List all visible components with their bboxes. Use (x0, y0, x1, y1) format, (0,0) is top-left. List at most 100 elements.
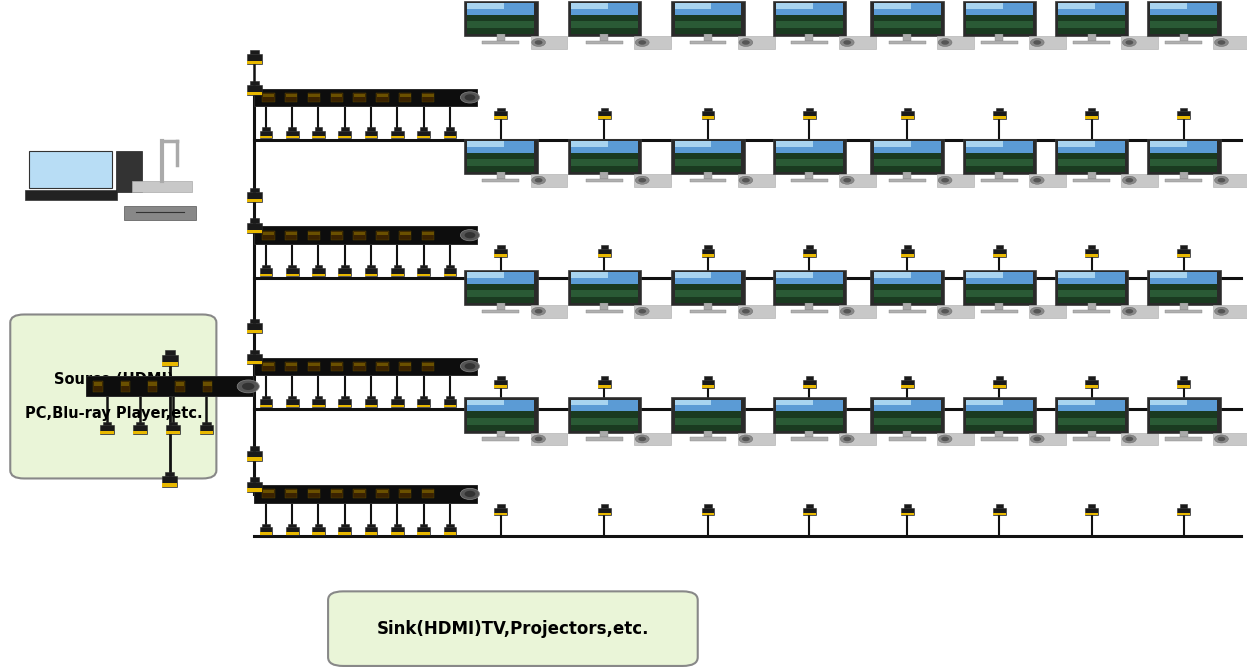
Bar (392, 405, 404, 407)
Bar (1165, 41, 1202, 44)
Bar (675, 417, 742, 425)
Bar (776, 141, 813, 146)
Circle shape (742, 40, 749, 45)
Bar (530, 174, 567, 187)
Bar (498, 376, 505, 380)
Circle shape (531, 307, 545, 315)
Circle shape (1215, 435, 1228, 443)
Bar (368, 265, 375, 268)
Bar (1180, 376, 1187, 380)
Bar (1150, 411, 1217, 431)
Bar (806, 34, 813, 41)
Bar (247, 330, 262, 333)
Bar (567, 1, 641, 36)
Bar (353, 230, 365, 240)
Bar (121, 382, 130, 386)
Bar (286, 405, 298, 407)
Bar (803, 513, 816, 515)
Bar (690, 179, 727, 182)
Bar (392, 136, 404, 138)
Bar (421, 230, 434, 240)
Bar (468, 290, 534, 297)
Bar (1087, 504, 1095, 507)
Bar (420, 396, 428, 399)
Bar (702, 507, 715, 515)
Bar (601, 34, 609, 41)
FancyBboxPatch shape (328, 591, 698, 666)
Bar (262, 396, 269, 399)
Bar (444, 399, 456, 407)
Bar (1029, 174, 1066, 187)
Circle shape (465, 363, 475, 370)
Circle shape (531, 38, 545, 46)
Bar (1147, 269, 1221, 305)
Circle shape (1126, 309, 1134, 314)
Bar (1085, 507, 1097, 515)
Bar (203, 381, 212, 392)
Bar (966, 417, 1033, 425)
Bar (133, 431, 147, 434)
Bar (1150, 417, 1217, 425)
Circle shape (465, 94, 475, 101)
Bar (200, 431, 213, 434)
Bar (464, 398, 537, 433)
Bar (312, 130, 324, 138)
Bar (702, 380, 715, 388)
Bar (332, 363, 343, 366)
Bar (635, 174, 671, 187)
Bar (468, 271, 504, 278)
Bar (586, 310, 622, 313)
Bar (464, 269, 537, 305)
Bar (993, 254, 1006, 257)
Bar (571, 411, 638, 431)
Bar (705, 108, 712, 111)
Circle shape (941, 40, 949, 45)
Text: Sink(HDMI)TV,Projectors,etc.: Sink(HDMI)TV,Projectors,etc. (377, 620, 650, 638)
Bar (738, 174, 774, 187)
Bar (1180, 108, 1187, 111)
Bar (705, 431, 712, 437)
Bar (1085, 380, 1097, 388)
Bar (903, 34, 912, 41)
Bar (776, 159, 843, 166)
Bar (399, 489, 412, 499)
Bar (690, 41, 727, 44)
Bar (468, 3, 504, 9)
Bar (259, 527, 272, 535)
Bar (247, 451, 262, 461)
Bar (1150, 399, 1187, 405)
Circle shape (1034, 178, 1041, 183)
Bar (1059, 271, 1095, 278)
Bar (495, 111, 508, 119)
Bar (247, 223, 262, 233)
Bar (738, 36, 774, 49)
Bar (671, 1, 744, 36)
Bar (418, 399, 430, 407)
Bar (392, 268, 404, 276)
Bar (1059, 284, 1125, 303)
Bar (249, 477, 259, 482)
Bar (571, 271, 638, 284)
Bar (498, 245, 505, 249)
Bar (262, 489, 274, 499)
Bar (966, 153, 1033, 172)
Bar (247, 458, 262, 461)
Bar (1150, 290, 1217, 297)
Bar (377, 489, 389, 499)
Bar (1177, 111, 1190, 119)
Bar (567, 269, 641, 305)
Bar (364, 130, 378, 138)
Bar (571, 21, 638, 28)
Bar (259, 405, 272, 407)
Bar (1085, 385, 1097, 388)
Bar (902, 385, 914, 388)
Bar (776, 153, 843, 172)
Bar (993, 507, 1006, 515)
Bar (1150, 3, 1187, 9)
Bar (330, 362, 343, 371)
Bar (776, 141, 843, 153)
Bar (874, 290, 940, 297)
Bar (773, 1, 847, 36)
Bar (418, 136, 430, 138)
Circle shape (531, 176, 545, 184)
